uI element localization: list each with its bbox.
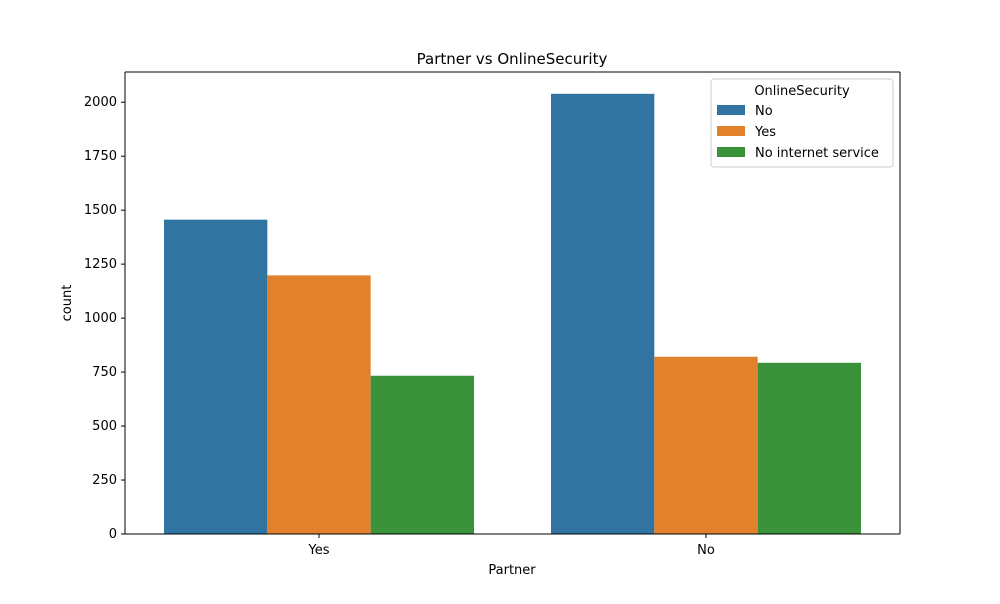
y-tick-label: 1750: [84, 149, 117, 164]
y-axis-label: count: [60, 285, 75, 322]
legend-title: OnlineSecurity: [754, 84, 850, 99]
bar-yes-no: [164, 219, 268, 534]
y-tick-label: 500: [92, 419, 117, 434]
y-tick-label: 750: [92, 365, 117, 380]
y-axis-ticks: 0 250 500 750 1000 1250 1500 1750 2000: [84, 95, 125, 542]
y-tick-label: 250: [92, 473, 117, 488]
bar-no-no-internet-service: [757, 362, 861, 534]
bars-layer: [164, 93, 861, 534]
y-tick-label: 1250: [84, 257, 117, 272]
chart-title: Partner vs OnlineSecurity: [417, 50, 608, 68]
legend: OnlineSecurity No Yes No internet servic…: [710, 78, 894, 168]
x-axis-label: Partner: [488, 563, 536, 578]
y-tick-label: 1000: [84, 311, 117, 326]
legend-label-yes: Yes: [754, 125, 776, 140]
legend-label-no-internet-service: No internet service: [755, 146, 879, 161]
bar-yes-yes: [267, 275, 371, 534]
legend-swatch-no-internet-service: [717, 147, 745, 157]
legend-swatch-no: [717, 105, 745, 115]
legend-swatch-yes: [717, 126, 745, 136]
y-tick-label: 2000: [84, 95, 117, 110]
bar-no-no: [551, 93, 655, 534]
bar-no-yes: [654, 356, 758, 534]
x-tick-label: Yes: [308, 543, 330, 558]
legend-box: [710, 78, 894, 168]
y-tick-label: 1500: [84, 203, 117, 218]
legend-label-no: No: [755, 104, 773, 119]
x-tick-label: No: [697, 543, 715, 558]
bar-yes-no-internet-service: [370, 375, 474, 534]
x-axis-ticks: Yes No: [308, 534, 715, 558]
y-tick-label: 0: [109, 527, 117, 542]
